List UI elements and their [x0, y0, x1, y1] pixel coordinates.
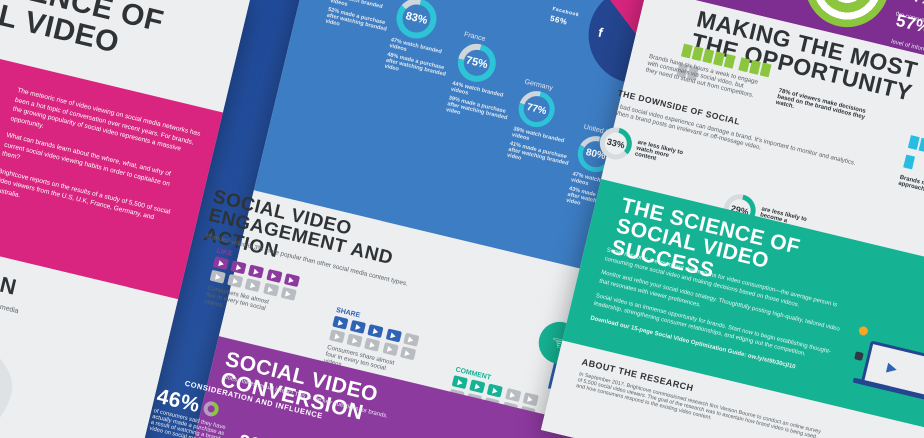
pictogram-caption: 78% of viewers make decisions based on t…: [775, 88, 867, 121]
donut-value-facebook: 56%: [549, 13, 569, 27]
country-value: 83%: [404, 10, 429, 27]
conversion-value: 32%: [236, 431, 279, 438]
purple-stat-value: 54%: [899, 0, 924, 10]
pictogram2-caption: Brands must take a tailored approach for…: [897, 174, 924, 205]
conversion-stat: 32% have considered purchasing as a resu…: [231, 431, 335, 438]
laptop-illustration: ▶: [845, 322, 924, 412]
country-value: 75%: [464, 54, 489, 72]
downside-text: are less likely to watch more content: [634, 139, 684, 163]
social-icon-network: ♨ ☰ ▷ ● ☜ ▲ ☁ ● ◉ ▣ ▦ ⚲: [0, 33, 6, 231]
country-value: 77%: [525, 101, 548, 117]
